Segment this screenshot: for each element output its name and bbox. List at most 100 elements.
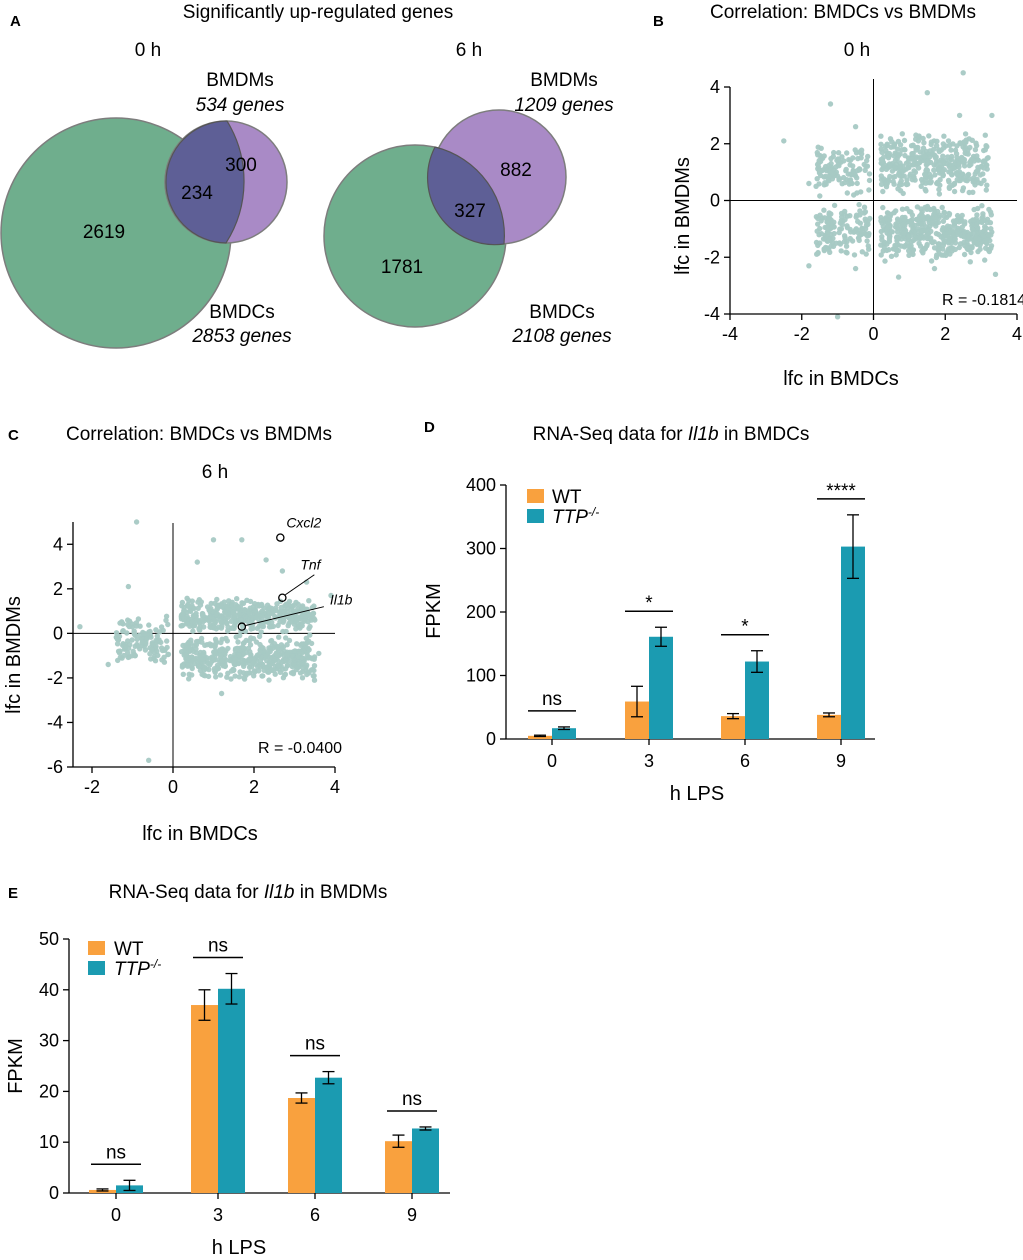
- data-point: [279, 650, 285, 656]
- data-point: [906, 209, 913, 215]
- venn-6h-overlap-count: 327: [454, 201, 486, 222]
- data-point: [197, 652, 203, 659]
- data-point: [178, 623, 184, 629]
- data-point: [158, 624, 165, 630]
- data-point: [919, 248, 925, 254]
- data-point: [219, 636, 225, 642]
- data-point: [274, 651, 280, 658]
- data-point: [189, 672, 195, 678]
- data-point: [989, 112, 995, 119]
- data-point: [831, 202, 838, 209]
- data-point: [217, 672, 224, 678]
- data-point: [960, 185, 967, 191]
- data-point: [280, 675, 287, 681]
- data-point: [962, 146, 968, 153]
- data-point: [945, 138, 952, 144]
- data-point: [974, 153, 980, 159]
- data-point: [962, 219, 968, 225]
- bar-ttp-ko: [649, 636, 673, 739]
- data-point: [189, 619, 196, 625]
- data-point: [973, 142, 980, 149]
- data-point: [837, 241, 844, 247]
- data-point: [899, 147, 905, 153]
- bar-wt: [385, 1141, 412, 1193]
- significance-label: ns: [208, 936, 228, 957]
- data-point: [863, 251, 869, 257]
- data-point: [316, 650, 322, 657]
- data-point: [951, 188, 958, 195]
- data-point: [239, 644, 246, 650]
- panel-e-legend-ko-sup: -/-: [150, 957, 161, 971]
- data-point: [975, 205, 981, 212]
- data-point: [214, 606, 221, 612]
- data-point: [941, 133, 947, 139]
- data-point: [882, 162, 888, 169]
- data-point: [281, 609, 287, 615]
- data-point: [234, 596, 240, 602]
- data-point: [946, 184, 953, 190]
- data-point: [918, 176, 925, 183]
- data-point: [946, 230, 952, 236]
- data-point: [328, 592, 334, 599]
- data-point: [113, 634, 120, 641]
- data-point: [259, 673, 265, 679]
- panel-d-legend-wt-swatch: [527, 489, 544, 503]
- x-tick-label: 2: [940, 324, 950, 344]
- data-point: [222, 663, 228, 669]
- data-point: [194, 559, 200, 565]
- data-point: [897, 163, 904, 170]
- panel-c-subtitle: 6 h: [202, 462, 228, 483]
- data-point: [983, 143, 989, 149]
- panel-b-xlabel: lfc in BMDCs: [783, 368, 899, 390]
- data-point: [284, 642, 290, 648]
- data-point: [963, 137, 969, 143]
- data-point: [310, 611, 316, 617]
- data-point: [212, 619, 219, 625]
- data-point: [278, 604, 284, 611]
- data-point: [924, 206, 930, 212]
- data-point: [878, 141, 884, 147]
- panel-b: B Correlation: BMDCs vs BMDMs 0 h R = -0…: [653, 2, 1023, 390]
- data-point: [179, 599, 186, 606]
- data-point: [181, 615, 187, 622]
- data-point: [164, 644, 170, 651]
- data-point: [879, 233, 885, 240]
- data-point: [849, 172, 855, 178]
- data-point: [849, 238, 856, 244]
- data-point: [137, 632, 143, 638]
- data-point: [133, 519, 140, 525]
- data-point: [250, 604, 256, 610]
- data-point: [899, 131, 905, 137]
- data-point: [217, 647, 223, 653]
- data-point: [920, 145, 927, 151]
- data-point: [208, 643, 214, 649]
- data-point: [270, 645, 276, 652]
- data-point: [953, 218, 959, 225]
- data-point: [232, 647, 239, 653]
- data-point: [941, 145, 947, 151]
- data-point: [965, 151, 971, 157]
- panel-e-legend-ko: TTP-/-: [114, 957, 161, 980]
- data-point: [928, 179, 934, 185]
- data-point: [280, 628, 286, 635]
- data-point: [863, 231, 869, 237]
- panel-d-legend-wt: WT: [552, 487, 582, 508]
- data-point: [835, 150, 842, 156]
- venn-6h-only-bmdm: 882: [500, 160, 532, 181]
- data-point: [263, 653, 269, 659]
- panel-e-label: E: [8, 885, 18, 902]
- data-point: [985, 232, 992, 238]
- data-point: [211, 666, 218, 672]
- data-point: [299, 675, 306, 681]
- panel-c: C Correlation: BMDCs vs BMDMs 6 h R = -0…: [3, 424, 353, 845]
- data-point: [926, 219, 932, 226]
- data-point: [852, 147, 858, 153]
- data-point: [925, 159, 931, 166]
- data-point: [248, 626, 254, 632]
- data-point: [961, 251, 968, 258]
- data-point: [825, 229, 831, 235]
- x-tick-label: 3: [213, 1205, 223, 1225]
- data-point: [939, 204, 945, 211]
- data-point: [935, 166, 941, 172]
- data-point: [283, 635, 289, 641]
